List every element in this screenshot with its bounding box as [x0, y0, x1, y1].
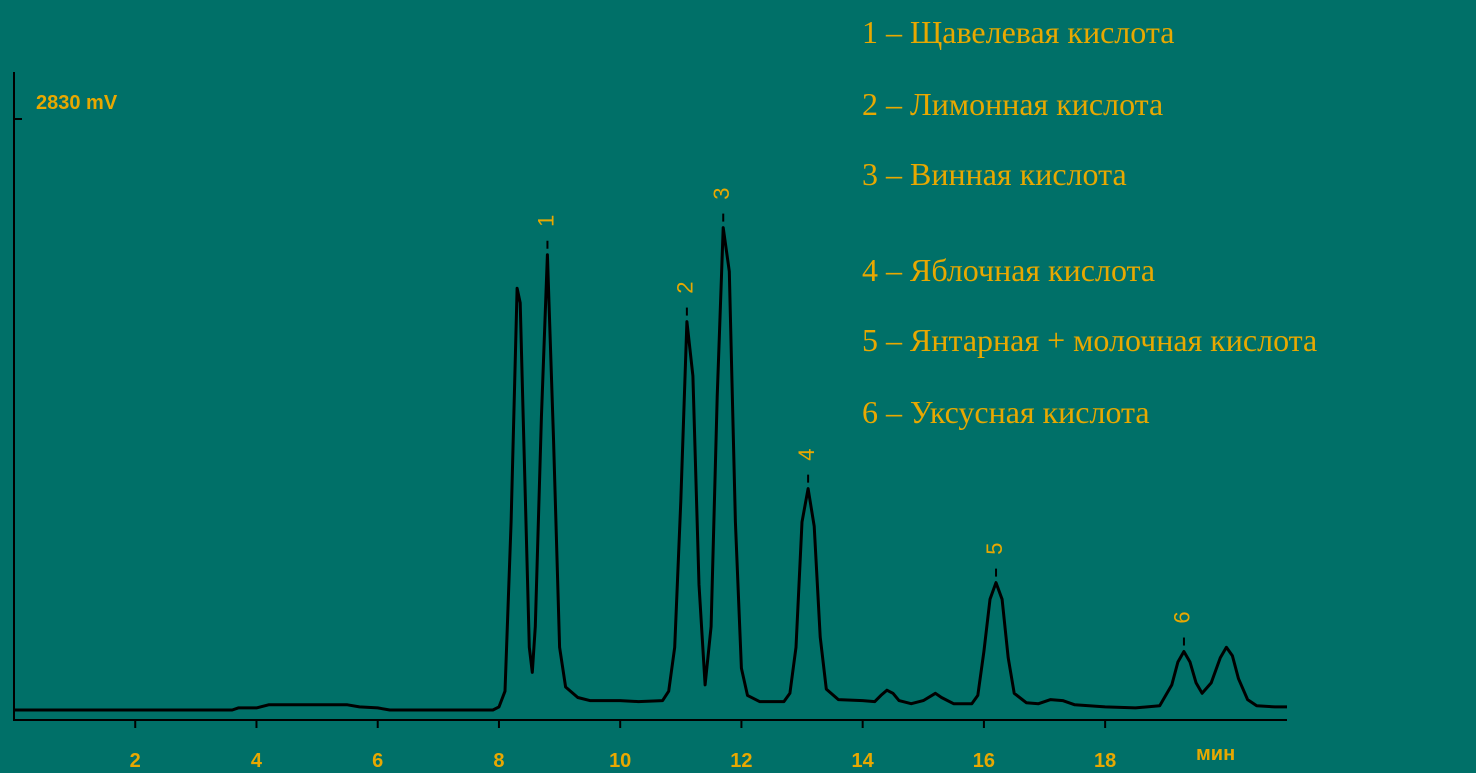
x-ticks: 2 4 6 8 10 12 14 16 18: [130, 720, 1116, 772]
peak-label: 3: [709, 187, 734, 199]
peak-annotations: 1 2 3 4 5 6: [533, 187, 1195, 646]
x-unit-label: мин: [1196, 743, 1235, 765]
legend-item-4: 4 – Яблочная кислота: [862, 252, 1156, 288]
legend-item-1: 1 – Щавелевая кислота: [862, 14, 1175, 50]
x-tick-label: 18: [1094, 750, 1116, 772]
axes: [13, 72, 1287, 721]
peak-label: 4: [794, 449, 819, 461]
peak-label: 1: [533, 215, 558, 227]
x-tick-label: 2: [130, 750, 141, 772]
legend-item-5: 5 – Янтарная + молочная кислота: [862, 322, 1318, 358]
peak-label: 6: [1170, 611, 1195, 623]
chromatogram-trace: [14, 226, 1287, 712]
peak-label: 5: [982, 542, 1007, 554]
x-tick-label: 14: [852, 750, 875, 772]
x-tick-label: 10: [609, 750, 631, 772]
y-axis-label: 2830 mV: [36, 92, 118, 114]
x-tick-label: 12: [730, 750, 752, 772]
peak-label: 2: [673, 281, 698, 293]
legend-item-6: 6 – Уксусная кислота: [862, 394, 1150, 430]
x-tick-label: 4: [251, 750, 263, 772]
legend-item-2: 2 – Лимонная кислота: [862, 86, 1164, 122]
x-tick-label: 16: [973, 750, 995, 772]
x-tick-label: 6: [372, 750, 383, 772]
legend-item-3: 3 – Винная кислота: [862, 156, 1127, 192]
x-tick-label: 8: [493, 750, 504, 772]
